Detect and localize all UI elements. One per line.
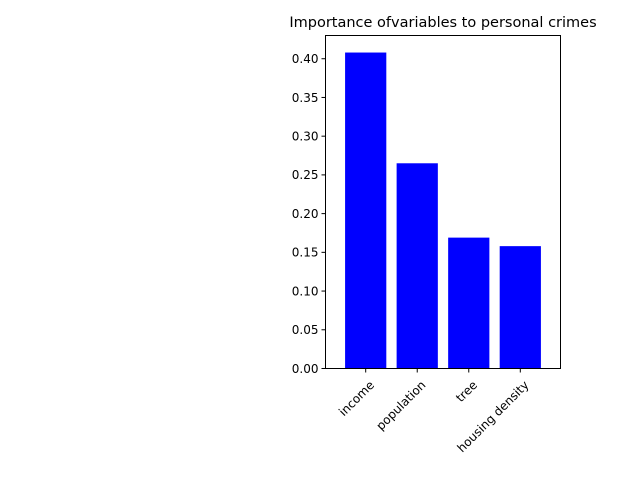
y-tick-label: 0.25 [292,168,319,182]
y-tick-label: 0.15 [292,246,319,260]
bar-tree [448,237,490,369]
y-tick-label: 0.30 [292,129,319,143]
chart-title: Importance ofvariables to personal crime… [289,15,596,31]
y-tick-label: 0.10 [292,284,319,298]
bar-housing-density [499,246,541,369]
x-tick-label-tree: tree [453,378,480,405]
x-tick-label-income: income [336,378,377,419]
y-axis: 0.00 0.05 0.10 0.15 0.20 0.25 0.30 0.35 0.40 [292,52,326,376]
y-tick-label: 0.35 [292,91,319,105]
bar-population [396,163,438,369]
y-tick-label: 0.05 [292,323,319,337]
plot-area-frame [325,35,561,369]
x-tick-label-population: population [374,378,429,433]
y-tick-label: 0.00 [292,362,319,376]
bar-income [345,52,387,369]
y-tick-label: 0.40 [292,52,319,66]
bars-group [345,52,541,369]
y-tick-label: 0.20 [292,207,319,221]
